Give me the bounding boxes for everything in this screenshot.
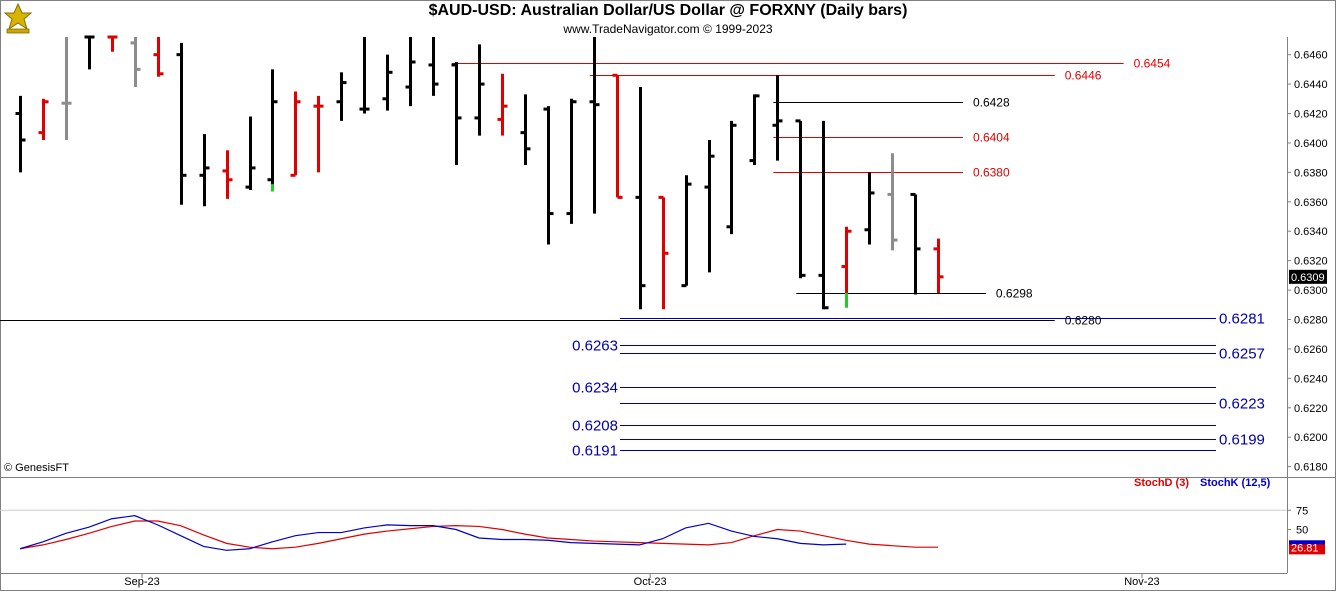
ohlc-bar <box>153 37 164 77</box>
ohlc-bar <box>245 116 256 191</box>
ohlc-bar <box>520 94 531 166</box>
target-label: 0.6199 <box>1219 432 1265 449</box>
ohlc-bar <box>84 35 95 70</box>
level-lines: 0.6454 0.6446 0.6428 0.6404 0.6380 0.6298 0.62… <box>0 57 1265 460</box>
stoch-k-line <box>19 515 847 551</box>
ohlc-bar <box>382 54 393 111</box>
price-tick-label: 0.6420 <box>1294 109 1328 121</box>
logo-icon <box>3 2 33 35</box>
date-label: Nov-23 <box>1124 576 1159 588</box>
price-tick-label: 0.6340 <box>1294 226 1328 238</box>
ohlc-bar <box>910 192 921 295</box>
target-label: 0.6208 <box>572 418 618 435</box>
target-label: 0.6234 <box>572 380 618 397</box>
stoch-k-legend: StochK (12,5) <box>1200 477 1271 489</box>
stoch-last-label: 26.81 <box>1291 542 1319 554</box>
price-tick-label: 0.6280 <box>1294 315 1328 327</box>
ohlc-bar <box>543 106 554 245</box>
stoch-last-band <box>1289 540 1325 545</box>
level-label: 0.6298 <box>996 287 1033 301</box>
target-label: 0.6263 <box>572 338 618 355</box>
stoch-d-line <box>19 520 938 550</box>
price-bars <box>15 35 944 310</box>
ohlc-bar <box>451 62 462 166</box>
price-tick-label: 0.6240 <box>1294 373 1328 385</box>
target-label: 0.6191 <box>572 443 618 460</box>
level-label: 0.6454 <box>1134 57 1171 71</box>
last-price-box <box>1289 269 1327 284</box>
date-label: Oct-23 <box>634 576 667 588</box>
price-tick-label: 0.6220 <box>1294 403 1328 415</box>
ohlc-bar <box>130 37 141 88</box>
ohlc-bar <box>290 91 301 177</box>
ohlc-bar <box>681 175 692 288</box>
ohlc-bar <box>38 98 49 140</box>
genesis-logo-icon <box>3 2 33 34</box>
ohlc-bar <box>864 172 875 245</box>
stoch-tick-label: 75 <box>1296 505 1308 517</box>
chart-subtitle: www.TradeNavigator.com © 1999-2023 <box>563 22 773 36</box>
ohlc-bar <box>841 226 852 295</box>
ohlc-bar <box>658 195 669 310</box>
ohlc-bar <box>336 72 347 121</box>
ohlc-bar <box>474 44 485 136</box>
ohlc-bar <box>359 37 370 114</box>
level-label: 0.6380 <box>973 166 1010 180</box>
ohlc-bar <box>566 98 577 224</box>
target-label: 0.6257 <box>1219 346 1265 363</box>
date-axis: Sep-23 Oct-23 Nov-23 <box>124 573 1160 588</box>
ohlc-bar <box>589 37 600 214</box>
price-axis: 0.6460 0.6440 0.6420 0.6400 0.6380 0.6360 0.63… <box>1287 50 1328 474</box>
price-tick-label: 0.6440 <box>1294 79 1328 91</box>
ohlc-bar <box>61 37 72 140</box>
ohlc-bar <box>428 37 439 96</box>
ohlc-bar <box>313 95 324 173</box>
stoch-d-legend: StochD (3) <box>1134 477 1189 489</box>
ohlc-bar <box>635 87 646 310</box>
price-tick-label: 0.6400 <box>1294 138 1328 150</box>
ohlc-bar <box>749 94 760 166</box>
ohlc-bar <box>795 119 806 279</box>
ohlc-bar <box>15 95 26 173</box>
ohlc-bar <box>107 35 118 52</box>
price-tick-label: 0.6460 <box>1294 50 1328 62</box>
level-label: 0.6404 <box>973 131 1010 145</box>
ohlc-bar <box>887 153 898 251</box>
price-tick-label: 0.6260 <box>1294 344 1328 356</box>
ohlc-bar <box>612 73 623 199</box>
level-label: 0.6280 <box>1065 314 1102 328</box>
last-price-label: 0.6309 <box>1291 272 1325 284</box>
ohlc-bar <box>405 37 416 107</box>
level-label: 0.6428 <box>973 96 1010 110</box>
ohlc-bar <box>772 75 783 161</box>
date-label: Sep-23 <box>124 576 159 588</box>
level-label: 0.6446 <box>1065 69 1102 83</box>
price-tick-label: 0.6200 <box>1294 432 1328 444</box>
price-tick-label: 0.6300 <box>1294 285 1328 297</box>
ohlc-bar <box>818 120 829 310</box>
price-tick-label: 0.6360 <box>1294 197 1328 209</box>
price-tick-label: 0.6320 <box>1294 256 1328 268</box>
ohlc-bar <box>933 238 944 294</box>
ohlc-bar <box>199 134 210 207</box>
ohlc-bar <box>497 73 508 136</box>
ohlc-bar <box>726 120 737 235</box>
price-tick-label: 0.6380 <box>1294 167 1328 179</box>
credit-label: © GenesisFT <box>4 462 69 474</box>
target-label: 0.6223 <box>1219 396 1265 413</box>
target-label: 0.6281 <box>1219 311 1265 328</box>
ohlc-bar <box>222 150 233 199</box>
stoch-tick-label: 50 <box>1296 525 1308 537</box>
chart-title: $AUD-USD: Australian Dollar/US Dollar @ … <box>428 2 908 19</box>
ohlc-bar <box>267 69 278 188</box>
ohlc-bar <box>704 139 715 273</box>
price-tick-label: 0.6180 <box>1294 462 1328 474</box>
ohlc-bar <box>176 42 187 205</box>
stochastic-panel: 75 50 26.81 <box>0 505 1325 555</box>
